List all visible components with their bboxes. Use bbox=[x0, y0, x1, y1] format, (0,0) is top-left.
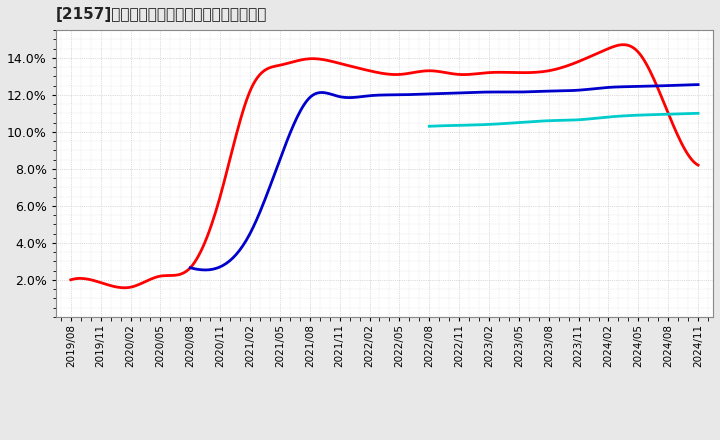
3年 bbox=[618, 42, 627, 48]
7年 bbox=[584, 116, 593, 121]
5年 bbox=[490, 89, 499, 95]
5年 bbox=[186, 265, 194, 271]
3年 bbox=[639, 57, 648, 62]
5年 bbox=[648, 84, 657, 89]
5年 bbox=[616, 84, 624, 89]
Line: 7年: 7年 bbox=[429, 114, 698, 126]
3年 bbox=[452, 72, 461, 77]
5年 bbox=[694, 82, 703, 87]
5年 bbox=[498, 89, 507, 95]
Line: 3年: 3年 bbox=[71, 45, 698, 288]
Line: 5年: 5年 bbox=[190, 84, 698, 270]
7年 bbox=[425, 124, 433, 129]
3年 bbox=[121, 285, 130, 290]
5年 bbox=[202, 268, 210, 273]
3年 bbox=[440, 70, 449, 75]
5年 bbox=[488, 89, 497, 95]
3年 bbox=[66, 277, 75, 282]
7年 bbox=[652, 112, 660, 117]
7年 bbox=[590, 116, 598, 121]
3年 bbox=[68, 277, 77, 282]
7年 bbox=[694, 111, 703, 116]
5年 bbox=[188, 266, 197, 271]
7年 bbox=[669, 111, 678, 117]
3年 bbox=[694, 162, 703, 168]
Legend: 3年, 5年, 7年, 10年: 3年, 5年, 7年, 10年 bbox=[210, 434, 559, 440]
3年 bbox=[598, 49, 606, 54]
7年 bbox=[426, 124, 434, 129]
7年 bbox=[585, 116, 593, 121]
Text: [2157]　経常利益マージンの標準偏差の推移: [2157] 経常利益マージンの標準偏差の推移 bbox=[56, 7, 267, 22]
3年 bbox=[442, 70, 451, 75]
